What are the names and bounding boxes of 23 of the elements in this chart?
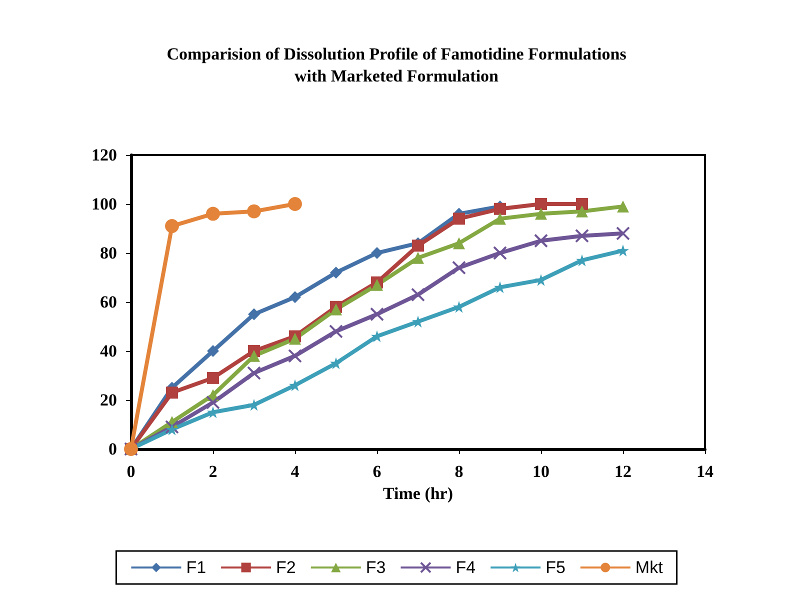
y-tick-label: 40 — [100, 342, 117, 360]
y-tick-label: 20 — [100, 390, 117, 410]
x-tick-label: 0 — [126, 462, 136, 481]
x-tick-label: 4 — [290, 462, 300, 481]
chart-title: Comparision of Dissolution Profile of Famotidine Formulations with Marketed Formulation — [166, 44, 627, 86]
legend-label: F1 — [186, 558, 206, 577]
x-tick-label: 12 — [614, 462, 632, 481]
y-tick-label: 120 — [92, 146, 117, 164]
x-tick-label: 14 — [696, 462, 714, 481]
legend-label: F2 — [276, 558, 296, 577]
y-tick-label: 0 — [108, 440, 117, 458]
legend-label: F3 — [366, 558, 386, 577]
y-tick-label: 100 — [92, 194, 117, 214]
y-tick-label: 60 — [100, 292, 117, 312]
x-tick-label: 10 — [532, 462, 550, 481]
x-tick-label: 8 — [454, 462, 464, 481]
x-tick-label: 2 — [208, 462, 218, 481]
legend-label: F5 — [546, 558, 566, 577]
legend-label: F4 — [456, 558, 476, 577]
x-tick-label: 6 — [372, 462, 382, 481]
y-tick-label: 80 — [100, 244, 117, 262]
legend-label: Mkt — [635, 558, 664, 577]
x-axis-title: Time (hr) — [382, 484, 454, 503]
